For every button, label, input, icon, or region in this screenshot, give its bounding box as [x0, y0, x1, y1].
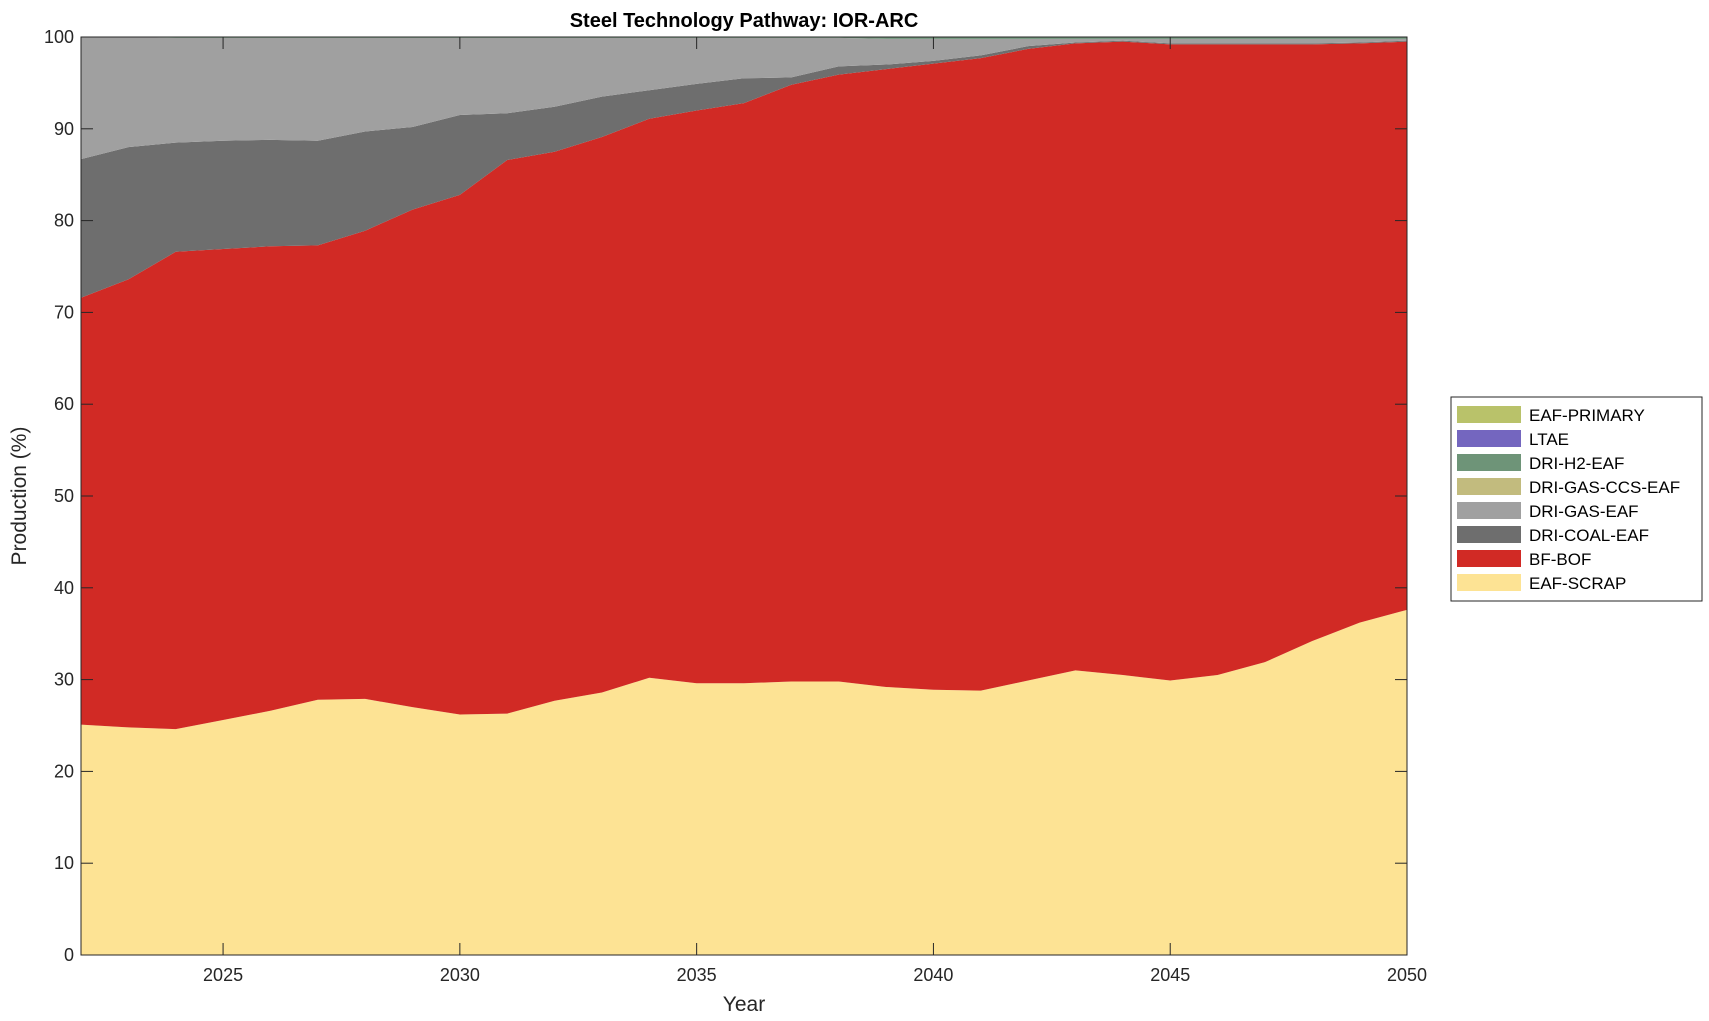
- x-tick-label: 2030: [440, 965, 480, 985]
- legend-label-dri-h2-eaf: DRI-H2-EAF: [1529, 454, 1624, 473]
- y-tick-label: 30: [54, 670, 74, 690]
- legend-label-eaf-scrap: EAF-SCRAP: [1529, 574, 1626, 593]
- legend-swatch-dri-gas-eaf: [1457, 502, 1521, 519]
- legend: EAF-PRIMARY LTAE DRI-H2-EAF DRI-GAS-CCS-EAF…: [1451, 397, 1702, 601]
- legend-label-dri-gas-ccs-eaf: DRI-GAS-CCS-EAF: [1529, 478, 1680, 497]
- y-tick-label: 90: [54, 119, 74, 139]
- area-series-layer: [81, 37, 1407, 955]
- legend-label-dri-gas-eaf: DRI-GAS-EAF: [1529, 502, 1639, 521]
- legend-swatch-ltae: [1457, 430, 1521, 447]
- x-tick-label: 2050: [1387, 965, 1427, 985]
- legend-box: [1451, 397, 1702, 601]
- legend-swatch-eaf-primary: [1457, 406, 1521, 423]
- y-tick-label: 100: [44, 27, 74, 47]
- y-tick-label: 60: [54, 394, 74, 414]
- y-tick-label: 80: [54, 211, 74, 231]
- x-axis-label: Year: [723, 993, 765, 1016]
- y-tick-label: 10: [54, 853, 74, 873]
- x-tick-label: 2045: [1150, 965, 1190, 985]
- y-tick-label: 70: [54, 302, 74, 322]
- x-tick-label: 2040: [913, 965, 953, 985]
- x-tick-label: 2025: [203, 965, 243, 985]
- y-axis-label: Production (%): [8, 427, 31, 566]
- y-tick-label: 20: [54, 761, 74, 781]
- legend-label-bf-bof: BF-BOF: [1529, 550, 1591, 569]
- x-tick-label: 2035: [677, 965, 717, 985]
- legend-swatch-dri-coal-eaf: [1457, 526, 1521, 543]
- legend-swatch-eaf-scrap: [1457, 574, 1521, 591]
- y-tick-label: 40: [54, 578, 74, 598]
- y-tick-label: 0: [64, 945, 74, 965]
- legend-label-dri-coal-eaf: DRI-COAL-EAF: [1529, 526, 1649, 545]
- legend-label-eaf-primary: EAF-PRIMARY: [1529, 406, 1645, 425]
- legend-label-ltae: LTAE: [1529, 430, 1569, 449]
- legend-swatch-dri-gas-ccs-eaf: [1457, 478, 1521, 495]
- legend-swatch-bf-bof: [1457, 550, 1521, 567]
- y-tick-label: 50: [54, 486, 74, 506]
- chart-title: Steel Technology Pathway: IOR-ARC: [570, 10, 919, 32]
- legend-swatch-dri-h2-eaf: [1457, 454, 1521, 471]
